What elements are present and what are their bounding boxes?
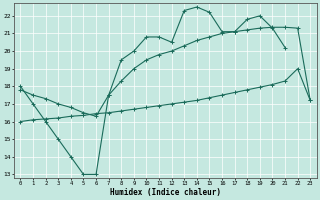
X-axis label: Humidex (Indice chaleur): Humidex (Indice chaleur) — [110, 188, 221, 197]
